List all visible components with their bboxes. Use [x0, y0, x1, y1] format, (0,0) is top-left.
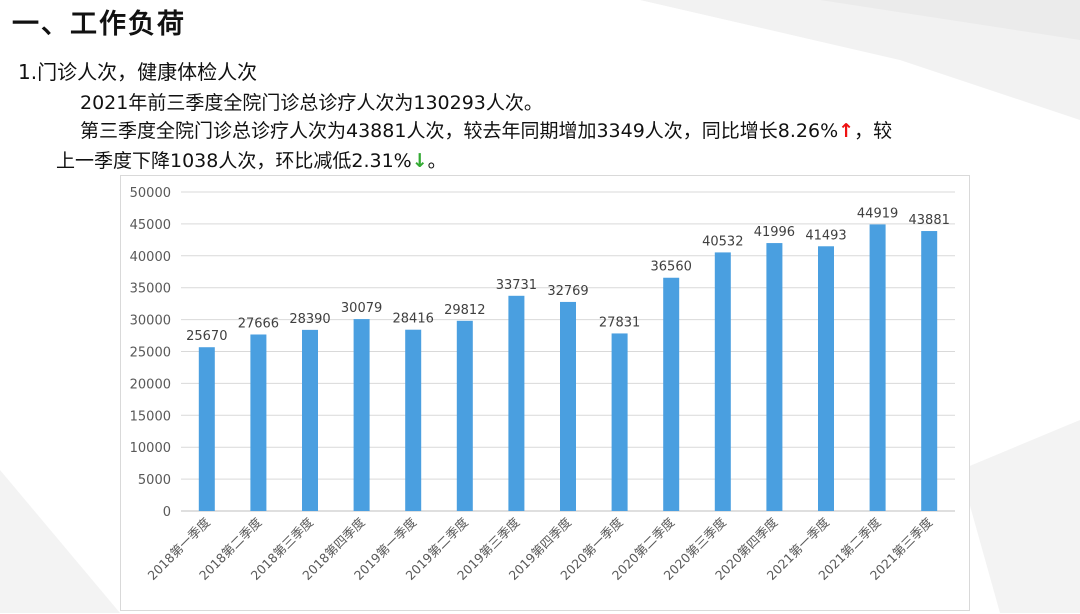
- y-tick-label: 45000: [130, 218, 171, 233]
- section-subheading: 1.门诊人次，健康体检人次: [18, 60, 258, 84]
- data-label: 41493: [805, 228, 846, 243]
- bar: [353, 319, 370, 511]
- bar: [198, 347, 215, 511]
- bar: [818, 246, 834, 511]
- summary-line-3: 上一季度下降1038人次，环比减低2.31%↓。: [56, 146, 447, 173]
- chart-frame: 0 5000 10000 15000 20000 25000 30000 35000 40000…: [120, 175, 970, 611]
- data-label: 41996: [754, 225, 795, 240]
- data-label: 29812: [444, 303, 485, 318]
- data-label: 30079: [341, 301, 382, 316]
- summary-line-3-text: 上一季度下降1038人次，环比减低2.31%: [56, 150, 412, 172]
- up-arrow-icon: ↑: [838, 120, 855, 142]
- y-tick-label: 15000: [130, 409, 171, 424]
- y-tick-label: 50000: [130, 186, 171, 201]
- data-label: 33731: [496, 278, 537, 293]
- down-arrow-icon: ↓: [411, 150, 428, 172]
- bar: [405, 329, 422, 511]
- bar: [663, 277, 680, 511]
- data-label: 40532: [702, 234, 743, 249]
- bar: [869, 224, 886, 511]
- y-tick-label: 20000: [130, 377, 171, 392]
- data-label: 44919: [857, 206, 898, 221]
- data-label: 27831: [599, 315, 640, 330]
- bar-chart: 0 5000 10000 15000 20000 25000 30000 35000 40000…: [130, 186, 955, 583]
- data-label: 32769: [547, 284, 588, 299]
- y-tick-label: 0: [163, 505, 171, 520]
- bar: [456, 320, 473, 511]
- data-label: 27666: [238, 316, 279, 331]
- bar: [302, 329, 318, 511]
- y-tick-label: 30000: [130, 314, 171, 329]
- bar: [766, 243, 783, 511]
- data-label: 43881: [909, 213, 950, 228]
- bar: [560, 301, 576, 511]
- summary-line-1: 2021年前三季度全院门诊总诊疗人次为130293人次。: [80, 88, 543, 115]
- y-tick-label: 5000: [138, 473, 171, 488]
- bar: [921, 231, 938, 511]
- data-label: 36560: [651, 260, 692, 275]
- y-tick-label: 10000: [130, 441, 171, 456]
- bar: [611, 333, 628, 511]
- page-title: 一、工作负荷: [12, 9, 186, 40]
- summary-line-2: 第三季度全院门诊总诊疗人次为43881人次，较去年同期增加3349人次，同比增长…: [80, 116, 892, 143]
- bar: [250, 334, 267, 511]
- y-tick-label: 40000: [130, 250, 171, 265]
- summary-line-2-text: 第三季度全院门诊总诊疗人次为43881人次，较去年同期增加3349人次，同比增长…: [80, 120, 839, 142]
- summary-line-3-tail: 。: [427, 150, 447, 172]
- y-tick-label: 25000: [130, 346, 171, 361]
- data-label: 28416: [393, 312, 434, 327]
- bar: [714, 252, 731, 512]
- data-label: 28390: [289, 312, 330, 327]
- bar: [508, 295, 525, 511]
- summary-line-1-text: 2021年前三季度全院门诊总诊疗人次为130293人次。: [80, 92, 543, 114]
- summary-line-2-tail: ，较: [854, 120, 893, 142]
- data-label: 25670: [186, 329, 227, 344]
- y-tick-label: 35000: [130, 282, 171, 297]
